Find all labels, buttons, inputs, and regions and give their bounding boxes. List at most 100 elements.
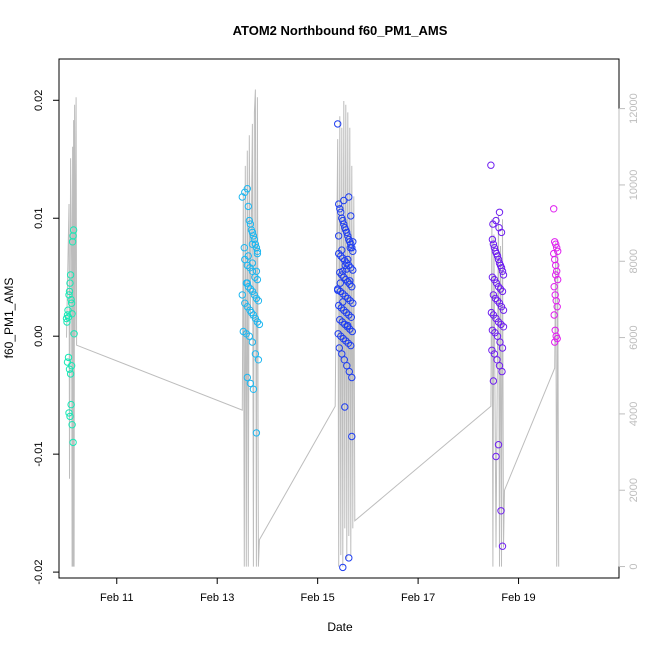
data-point-feb-15 <box>339 298 347 306</box>
data-point-feb-18 <box>487 161 495 169</box>
data-point-feb-10 <box>66 271 75 279</box>
data-point-feb-18 <box>488 273 497 281</box>
data-point-feb-13 <box>254 297 263 305</box>
data-point-feb-10 <box>66 370 75 378</box>
data-point-feb-13 <box>250 291 259 299</box>
data-point-feb-15 <box>337 332 345 340</box>
data-point-feb-15 <box>336 205 344 213</box>
x-axis: Feb 11 Feb 13 Feb 15 Feb 17 Feb 19 <box>100 578 536 604</box>
x-tick-label: Feb 19 <box>501 592 535 604</box>
data-point-feb-15 <box>335 200 343 208</box>
data-point-feb-13 <box>248 259 257 267</box>
data-point-feb-18 <box>488 235 497 244</box>
x-axis-label: Date <box>327 620 353 634</box>
data-point-feb-15 <box>335 232 343 240</box>
data-point-feb-15 <box>334 330 342 338</box>
data-point-feb-13 <box>252 294 261 303</box>
secondary-line <box>66 89 560 567</box>
y-tick-label: -0.02 <box>33 560 45 585</box>
data-point-feb-18 <box>497 264 506 272</box>
data-point-feb-15 <box>348 327 356 336</box>
data-point-feb-13 <box>244 202 253 211</box>
data-point-feb-18 <box>495 208 504 217</box>
data-point-feb-10 <box>65 287 74 296</box>
data-point-feb-15 <box>347 313 355 321</box>
y2-tick-label: 12000 <box>628 93 640 124</box>
data-point-feb-15 <box>338 246 346 254</box>
data-point-feb-15 <box>339 290 347 298</box>
secondary-y-axis: 0 2000 4000 6000 8000 10000 12000 <box>618 93 640 570</box>
data-point-feb-15 <box>334 286 342 294</box>
data-point-feb-13 <box>255 320 264 329</box>
data-point-feb-10 <box>68 421 76 429</box>
data-point-feb-10 <box>63 318 71 326</box>
data-point-feb-18 <box>492 279 501 287</box>
data-point-feb-19 <box>553 244 561 252</box>
data-point-feb-13 <box>253 275 262 284</box>
data-point-feb-19 <box>554 247 562 256</box>
data-point-feb-15 <box>347 212 355 220</box>
y2-tick-label: 2000 <box>628 478 640 502</box>
data-point-feb-10 <box>62 314 71 323</box>
data-point-feb-15 <box>344 321 352 330</box>
chart-title: ATOM2 Northbound f60_PM1_AMS <box>233 23 448 38</box>
data-point-feb-19 <box>550 311 558 319</box>
y2-tick-label: 8000 <box>628 249 640 273</box>
x-tick-label: Feb 11 <box>100 592 133 604</box>
data-point-feb-13 <box>249 232 258 240</box>
data-point-feb-15 <box>343 228 351 237</box>
data-point-feb-13 <box>244 252 253 260</box>
data-point-feb-15 <box>345 311 353 319</box>
data-point-feb-18 <box>494 283 503 291</box>
data-point-feb-15 <box>339 563 347 572</box>
data-point-feb-10 <box>65 291 73 299</box>
data-point-feb-15 <box>342 337 350 345</box>
data-point-feb-19 <box>552 240 560 248</box>
data-point-feb-13 <box>248 338 257 346</box>
data-point-feb-13 <box>252 267 261 275</box>
data-point-feb-15 <box>343 265 351 273</box>
data-point-feb-15 <box>344 339 352 347</box>
data-point-feb-13 <box>252 429 261 437</box>
data-point-feb-13 <box>249 311 258 319</box>
data-point-feb-15 <box>344 255 352 264</box>
data-point-feb-10 <box>67 400 75 409</box>
data-point-feb-13 <box>247 308 256 317</box>
data-point-feb-10 <box>66 279 74 287</box>
data-point-feb-15 <box>347 341 355 350</box>
data-point-feb-15 <box>340 196 348 205</box>
y-axis-label: f60_PM1_AMS <box>2 278 16 359</box>
data-point-feb-13 <box>248 240 257 248</box>
data-point-feb-10 <box>69 438 77 447</box>
data-point-feb-15 <box>346 297 354 305</box>
data-point-feb-18 <box>499 271 508 279</box>
data-point-feb-13 <box>240 244 249 252</box>
data-point-feb-13 <box>248 228 257 237</box>
data-point-feb-13 <box>245 332 254 340</box>
data-point-feb-18 <box>490 350 499 358</box>
y-axis: -0.02 -0.01 0.00 0.01 0.02 <box>33 90 59 585</box>
data-point-feb-15 <box>342 308 350 317</box>
data-point-feb-10 <box>67 299 76 307</box>
data-point-feb-13 <box>243 279 252 287</box>
data-point-feb-13 <box>253 318 262 326</box>
data-point-feb-18 <box>498 287 507 296</box>
data-point-feb-18 <box>493 252 502 260</box>
data-point-feb-10 <box>64 306 72 314</box>
y-tick-label: -0.01 <box>33 442 45 467</box>
data-point-feb-18 <box>498 267 507 275</box>
data-point-feb-18 <box>492 452 500 461</box>
data-point-feb-13 <box>251 314 260 323</box>
data-point-feb-15 <box>339 254 347 262</box>
data-point-feb-13 <box>246 285 255 293</box>
data-point-feb-15 <box>339 334 347 343</box>
secondary-line-layer <box>66 89 560 567</box>
data-point-feb-15 <box>338 318 346 326</box>
data-point-feb-15 <box>344 294 352 303</box>
y2-tick-label: 6000 <box>628 325 640 349</box>
data-point-feb-15 <box>339 216 347 225</box>
data-point-feb-10 <box>65 409 73 417</box>
data-point-feb-18 <box>499 306 508 314</box>
data-point-feb-15 <box>348 432 356 441</box>
